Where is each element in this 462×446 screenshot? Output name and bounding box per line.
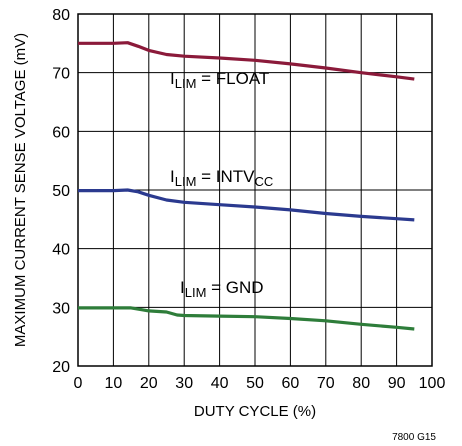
figure-id: 7800 G15 — [392, 432, 436, 443]
y-tick-label: 40 — [52, 242, 70, 259]
x-tick-label: 50 — [246, 375, 264, 392]
x-tick-label: 70 — [317, 375, 335, 392]
y-tick-label: 30 — [52, 300, 70, 317]
y-axis-title: MAXIMUM CURRENT SENSE VOLTAGE (mV) — [12, 33, 29, 347]
x-tick-labels: 0 10 20 30 40 50 60 70 80 90 100 — [74, 375, 446, 392]
series-label-intvcc: ILIM = INTVCC — [170, 167, 273, 189]
series-line-intvcc — [78, 188, 415, 222]
y-tick-labels: 20 30 40 50 60 70 80 — [52, 7, 70, 376]
y-tick-label: 60 — [52, 124, 70, 141]
x-tick-label: 30 — [175, 375, 193, 392]
y-tick-label: 50 — [52, 183, 70, 200]
y-tick-label: 80 — [52, 7, 70, 24]
x-tick-label: 40 — [211, 375, 229, 392]
x-tick-label: 10 — [105, 375, 123, 392]
series-lines — [78, 41, 415, 331]
x-tick-label: 80 — [352, 375, 370, 392]
series-label-float: ILIM = FLOAT — [170, 69, 269, 91]
x-tick-label: 90 — [388, 375, 406, 392]
y-tick-label: 70 — [52, 66, 70, 83]
x-tick-label: 60 — [282, 375, 300, 392]
x-axis-title: DUTY CYCLE (%) — [194, 403, 316, 420]
y-tick-label: 20 — [52, 359, 70, 376]
series-line-float — [78, 41, 415, 81]
x-tick-label: 20 — [140, 375, 158, 392]
series-labels: ILIM = FLOAT ILIM = INTVCC ILIM = GND — [170, 69, 273, 300]
series-line-gnd — [78, 306, 415, 331]
x-tick-label: 0 — [74, 375, 83, 392]
x-tick-label: 100 — [419, 375, 446, 392]
series-label-gnd: ILIM = GND — [180, 278, 264, 300]
